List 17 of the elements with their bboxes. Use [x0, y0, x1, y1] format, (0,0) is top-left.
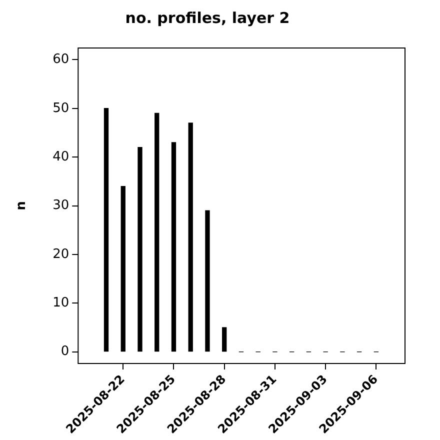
y-tick-label: 50 [52, 100, 70, 116]
chart-title: no. profiles, layer 2 [125, 8, 290, 27]
bar [104, 108, 109, 352]
y-tick-label: 20 [52, 246, 70, 262]
bar [222, 327, 227, 352]
y-tick-label: 60 [52, 52, 70, 68]
y-tick-label: 10 [52, 296, 70, 311]
bar [120, 186, 126, 352]
bar [171, 142, 176, 352]
y-tick-label: 0 [60, 344, 70, 360]
y-axis-title: n [14, 201, 30, 210]
y-tick-label: 40 [52, 149, 70, 164]
bar [188, 122, 193, 352]
bar [138, 147, 142, 352]
bar [154, 112, 160, 352]
y-tick-label: 30 [52, 198, 70, 214]
bar [205, 210, 210, 352]
